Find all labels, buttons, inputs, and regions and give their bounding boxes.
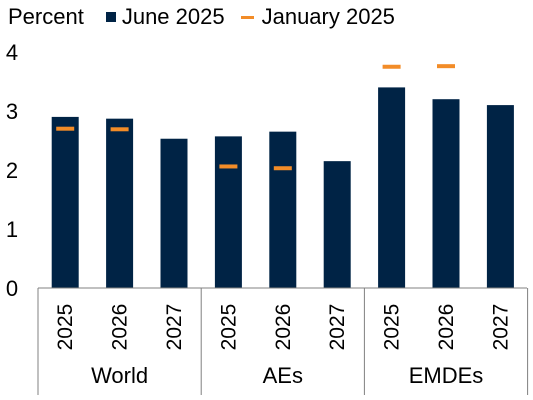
x-tick-label-6: 2025 <box>381 304 404 351</box>
bar-world-2026 <box>106 118 134 288</box>
legend-item-june-2025: June 2025 <box>105 4 225 30</box>
group-label-world: World <box>91 363 148 388</box>
bar-aes-2025 <box>214 136 242 288</box>
x-tick-label-4: 2026 <box>272 304 295 351</box>
bar-world-2027 <box>160 138 188 288</box>
marker-aes-2026 <box>273 166 292 171</box>
bar-emdes-2026 <box>432 99 460 288</box>
y-tick-label-0: 0 <box>6 276 18 301</box>
y-tick-label-1: 1 <box>6 217 18 242</box>
legend-label-june-2025: June 2025 <box>121 4 225 29</box>
legend-label-january-2025: January 2025 <box>261 4 395 29</box>
bar-world-2025 <box>51 116 79 289</box>
x-tick-label-0: 2025 <box>54 304 77 351</box>
marker-emdes-2026 <box>437 64 455 69</box>
marker-world-2025 <box>56 126 75 131</box>
marker-aes-2025 <box>219 164 238 169</box>
legend: Percent June 2025 January 2025 <box>8 4 411 30</box>
x-tick-label-3: 2025 <box>217 304 240 351</box>
bar-aes-2027 <box>323 161 351 288</box>
legend-swatch-june-2025 <box>105 12 116 22</box>
x-tick-label-5: 2027 <box>326 304 349 351</box>
marker-world-2026 <box>110 127 129 132</box>
bar-aes-2026 <box>269 131 297 288</box>
group-label-emdes: EMDEs <box>409 363 484 388</box>
group-label-aes: AEs <box>263 363 303 388</box>
y-tick-label-4: 4 <box>6 40 18 65</box>
y-tick-label-3: 3 <box>6 99 18 124</box>
x-tick-label-7: 2026 <box>435 304 458 351</box>
marker-emdes-2025 <box>382 64 401 69</box>
x-tick-label-1: 2026 <box>109 304 132 351</box>
y-unit-label: Percent <box>8 4 84 29</box>
legend-swatch-january-2025 <box>240 15 254 19</box>
legend-item-january-2025: January 2025 <box>240 4 395 30</box>
x-tick-label-2: 2027 <box>163 304 186 351</box>
bar-emdes-2025 <box>378 87 406 289</box>
bar-emdes-2027 <box>486 105 514 288</box>
x-tick-label-8: 2027 <box>489 304 512 351</box>
y-tick-label-2: 2 <box>6 158 18 183</box>
